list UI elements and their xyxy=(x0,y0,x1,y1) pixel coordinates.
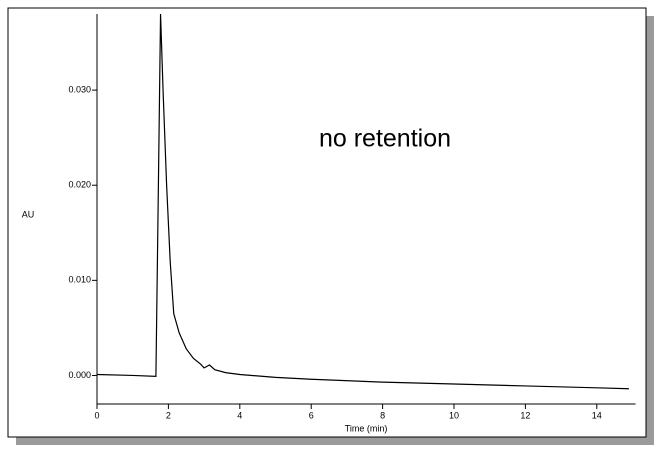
x-tick-label: 8 xyxy=(380,410,385,420)
y-tick-label: 0.020 xyxy=(68,180,91,190)
frame xyxy=(7,7,647,438)
x-tick-label: 2 xyxy=(166,410,171,420)
trace xyxy=(96,13,629,390)
x-tick-label: 12 xyxy=(520,410,530,420)
x-tick-label: 10 xyxy=(449,410,459,420)
x-tick-label: 0 xyxy=(94,410,99,420)
y-tick-label: 0.010 xyxy=(68,275,91,285)
x-tick-label: 6 xyxy=(309,410,314,420)
x-tick-label: 14 xyxy=(592,410,602,420)
y-tick-label: 0.000 xyxy=(68,370,91,380)
x-tick-label: 4 xyxy=(237,410,242,420)
x-axis-label: Time (min) xyxy=(345,423,388,433)
y-axis-label: AU xyxy=(22,209,35,219)
y-tick-label: 0.030 xyxy=(68,84,91,94)
annotation: no retention xyxy=(319,125,451,153)
